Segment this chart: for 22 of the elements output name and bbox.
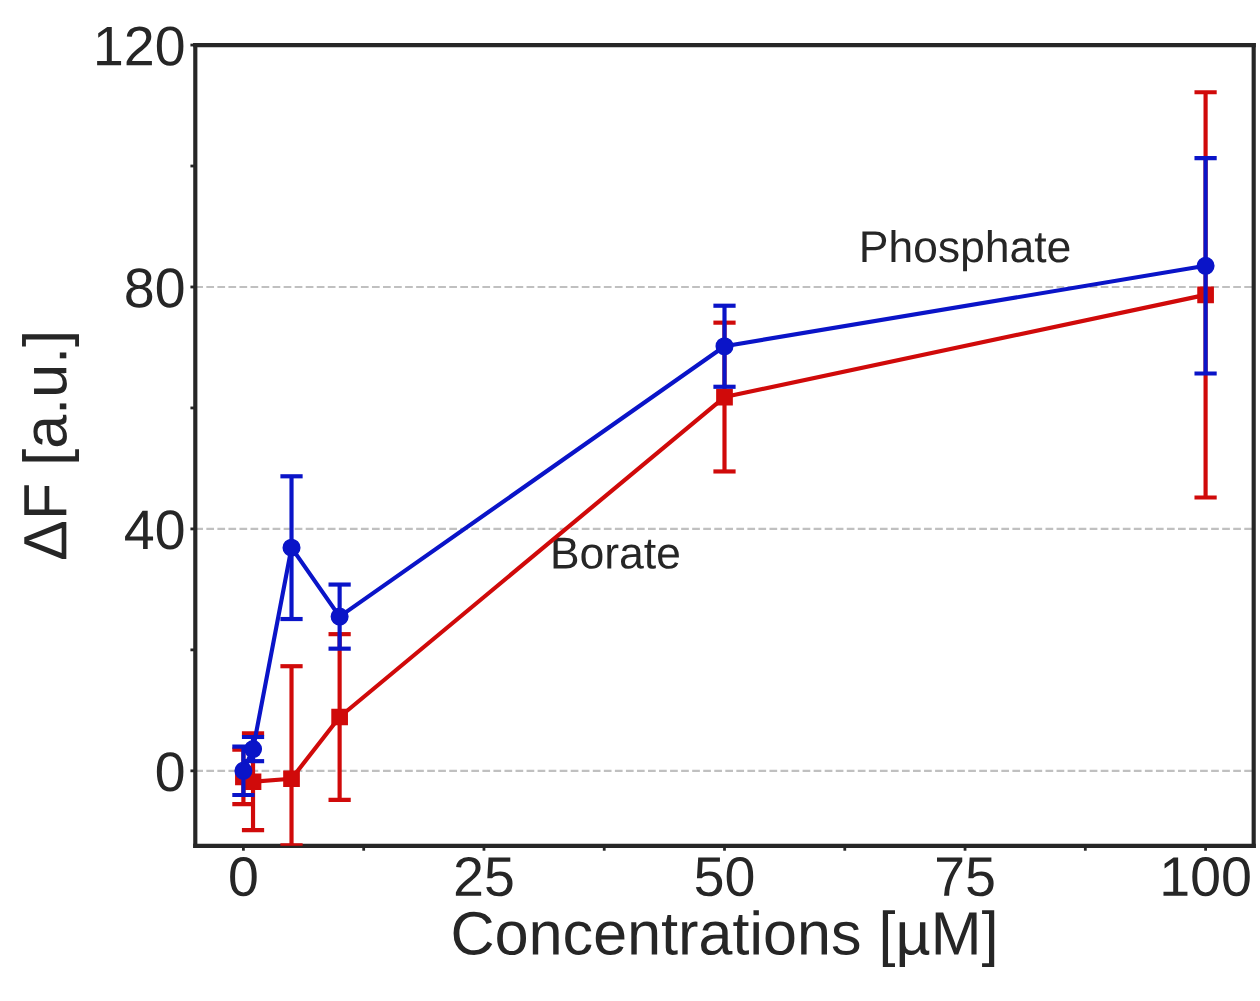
point bbox=[716, 388, 733, 406]
series-label: Phosphate bbox=[862, 229, 1070, 272]
y-axis-title: ΔF [a.u.] bbox=[22, 334, 80, 560]
x-tick-label: 0 bbox=[230, 857, 257, 897]
point bbox=[331, 708, 348, 726]
point bbox=[283, 770, 300, 788]
x-tick-label: 100 bbox=[1163, 857, 1250, 897]
x-tick-label: 25 bbox=[455, 857, 513, 897]
x-tick-label: 50 bbox=[695, 857, 754, 897]
point bbox=[715, 337, 734, 356]
point bbox=[330, 607, 349, 626]
y-tick-label: 40 bbox=[125, 510, 184, 550]
point bbox=[234, 761, 253, 780]
x-tick-label: 75 bbox=[937, 857, 994, 897]
series-label: Borate bbox=[553, 537, 679, 569]
y-tick-label: 120 bbox=[97, 26, 184, 66]
y-tick-label: 0 bbox=[156, 752, 184, 792]
point bbox=[1196, 256, 1215, 275]
point bbox=[282, 538, 301, 557]
y-tick-label: 80 bbox=[126, 268, 184, 308]
point bbox=[244, 740, 263, 759]
x-axis-title: Concentrations [µM] bbox=[453, 910, 995, 968]
